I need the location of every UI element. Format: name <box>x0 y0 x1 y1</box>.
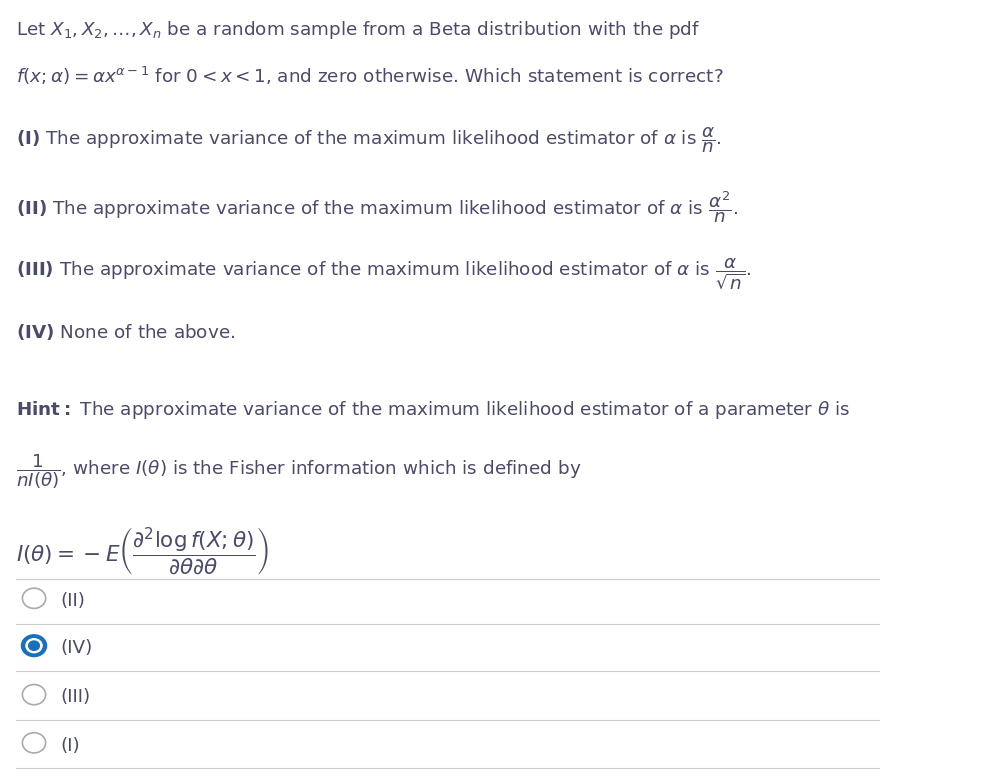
Circle shape <box>28 641 39 650</box>
Text: (I): (I) <box>61 737 81 754</box>
Text: (IV): (IV) <box>61 639 93 657</box>
Text: (II): (II) <box>61 592 85 610</box>
Text: $\mathbf{(III)}$ The approximate variance of the maximum likelihood estimator of: $\mathbf{(III)}$ The approximate varianc… <box>16 257 751 292</box>
Text: $\mathbf{Hint:}$ The approximate variance of the maximum likelihood estimator of: $\mathbf{Hint:}$ The approximate varianc… <box>16 399 850 421</box>
Text: $f(x;\alpha) = \alpha x^{\alpha-1}$ for $0 < x < 1$, and zero otherwise. Which s: $f(x;\alpha) = \alpha x^{\alpha-1}$ for … <box>16 64 724 86</box>
Text: $\mathbf{(II)}$ The approximate variance of the maximum likelihood estimator of : $\mathbf{(II)}$ The approximate variance… <box>16 190 738 225</box>
Text: $I(\theta) = -E\left(\dfrac{\partial^2 \log f(X;\theta)}{\partial\theta\partial\: $I(\theta) = -E\left(\dfrac{\partial^2 \… <box>16 526 269 577</box>
Text: $\mathbf{(IV)}$ None of the above.: $\mathbf{(IV)}$ None of the above. <box>16 322 236 342</box>
Text: $\dfrac{1}{nI(\theta)}$, where $I(\theta)$ is the Fisher information which is de: $\dfrac{1}{nI(\theta)}$, where $I(\theta… <box>16 452 581 491</box>
Circle shape <box>22 635 46 657</box>
Circle shape <box>26 639 42 653</box>
Text: (III): (III) <box>61 688 91 706</box>
Text: $\mathbf{(I)}$ The approximate variance of the maximum likelihood estimator of $: $\mathbf{(I)}$ The approximate variance … <box>16 125 722 155</box>
Text: Let $X_1, X_2, \ldots, X_n$ be a random sample from a Beta distribution with the: Let $X_1, X_2, \ldots, X_n$ be a random … <box>16 19 700 41</box>
